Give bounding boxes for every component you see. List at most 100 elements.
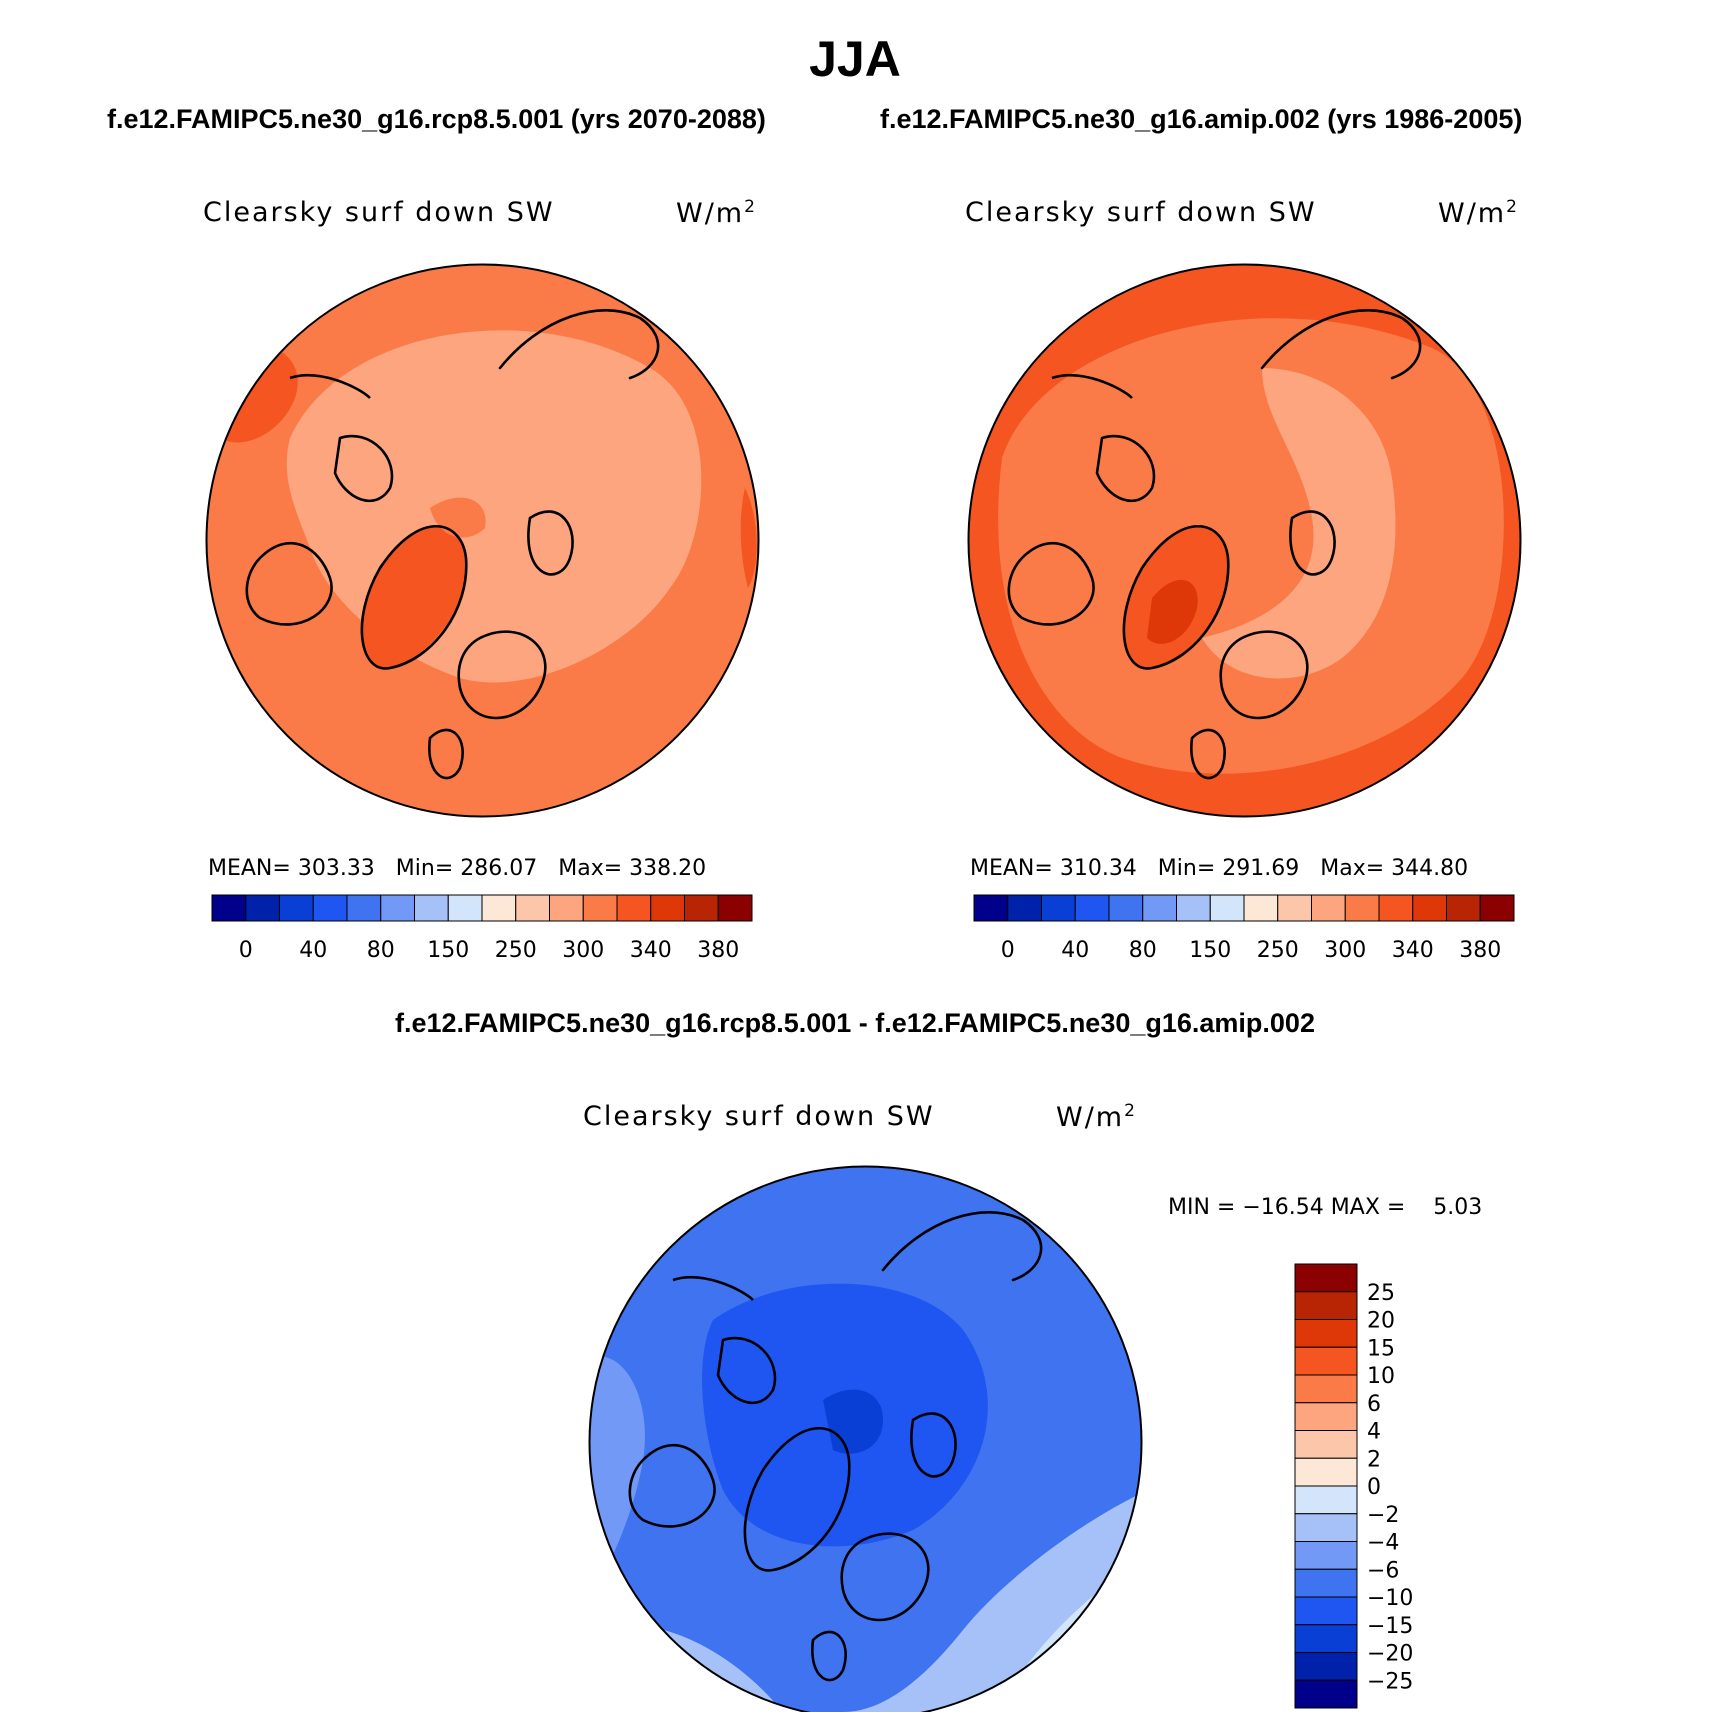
diff-units-label: W/m2 bbox=[1056, 1101, 1137, 1133]
panel-b-colorbar-swatch bbox=[1378, 894, 1414, 922]
diff-colorbar-tick-label: 25 bbox=[1367, 1281, 1395, 1306]
panel-b-colorbar-swatch bbox=[1108, 894, 1144, 922]
panel-a-colorbar-swatch bbox=[279, 894, 314, 922]
diff-colorbar-tick-label: 4 bbox=[1367, 1420, 1381, 1445]
panel-a-colorbar-swatch bbox=[346, 894, 382, 922]
panel-a-mean-value: 303.33 bbox=[297, 856, 375, 881]
panel-b-colorbar-swatch bbox=[1176, 894, 1211, 922]
diff-coast-britain bbox=[811, 1630, 847, 1682]
panel-a-colorbar-swatch bbox=[211, 894, 247, 922]
panel-a-units-base: W/m bbox=[676, 198, 745, 229]
panel-b-case-title: f.e12.FAMIPC5.ne30_g16.amip.002 (yrs 198… bbox=[880, 104, 1523, 134]
diff-colorbar-tick-label: 15 bbox=[1367, 1336, 1395, 1361]
panel-b-max-value: 344.80 bbox=[1391, 856, 1469, 881]
panel-a-colorbar-swatch bbox=[515, 894, 550, 922]
panel-a-colorbar-tick-label: 250 bbox=[495, 938, 537, 963]
diff-colorbar-tick-label: 2 bbox=[1367, 1447, 1381, 1472]
panel-b-coast-chukotka bbox=[1051, 373, 1133, 399]
panel-b-field-eurasia bbox=[1202, 368, 1396, 679]
difference-title: f.e12.FAMIPC5.ne30_g16.rcp8.5.001 - f.e1… bbox=[395, 1008, 1315, 1038]
diff-units-exponent: 2 bbox=[1124, 1101, 1137, 1121]
diff-max-value: 5.03 bbox=[1433, 1195, 1483, 1220]
panel-a-coast-archipelago bbox=[333, 434, 394, 503]
diff-coast-chukotka bbox=[672, 1275, 754, 1301]
panel-b-coast-britain bbox=[1190, 728, 1226, 780]
panel-b-colorbar-tick-label: 300 bbox=[1324, 938, 1366, 963]
diff-min-value: −16.54 bbox=[1242, 1195, 1324, 1220]
panel-a-case-title: f.e12.FAMIPC5.ne30_g16.rcp8.5.001 (yrs 2… bbox=[107, 104, 766, 134]
panel-a-colorbar-tick-label: 340 bbox=[630, 938, 672, 963]
diff-colorbar-tick-label: −15 bbox=[1367, 1614, 1413, 1639]
panel-a-field-greenland bbox=[361, 525, 466, 669]
panel-b-colorbar-tick-label: 380 bbox=[1459, 938, 1501, 963]
diff-colorbar-swatch bbox=[1294, 1346, 1358, 1376]
panel-b-colorbar-tick-label: 340 bbox=[1392, 938, 1434, 963]
panel-b-colorbar-tick-label: 150 bbox=[1189, 938, 1231, 963]
diff-colorbar-swatch bbox=[1294, 1457, 1358, 1487]
panel-b-colorbar-swatch bbox=[1074, 894, 1110, 922]
panel-b-colorbar-tick-label: 80 bbox=[1129, 938, 1157, 963]
panel-b-variable-label: Clearsky surf down SW bbox=[965, 197, 1317, 228]
panel-b-coast-greenland bbox=[1122, 525, 1230, 670]
diff-colorbar-swatch bbox=[1294, 1402, 1358, 1431]
panel-b-colorbar-swatch bbox=[1277, 894, 1312, 922]
panel-b-colorbar-tick-label: 0 bbox=[1001, 938, 1015, 963]
panel-a-units-label: W/m2 bbox=[676, 197, 757, 229]
panel-a-colorbar-swatch bbox=[380, 894, 415, 922]
diff-colorbar-swatch bbox=[1294, 1319, 1358, 1348]
diff-map-border bbox=[588, 1165, 1143, 1712]
diff-variable-label: Clearsky surf down SW bbox=[583, 1101, 935, 1132]
panel-b-units-exponent: 2 bbox=[1506, 197, 1519, 217]
panel-a-colorbar-swatch bbox=[616, 894, 652, 922]
panel-a-map-border bbox=[205, 263, 760, 818]
panel-b-colorbar-tick-label: 250 bbox=[1257, 938, 1299, 963]
panel-a-coast-island bbox=[527, 510, 574, 576]
diff-colorbar-swatch bbox=[1294, 1596, 1358, 1626]
diff-colorbar-swatch bbox=[1294, 1513, 1358, 1542]
diff-coast-siberia bbox=[881, 1211, 1043, 1282]
diff-colorbar-swatch bbox=[1294, 1541, 1358, 1570]
diff-colorbar-swatch bbox=[1294, 1679, 1358, 1709]
panel-b-map-border bbox=[967, 263, 1522, 818]
panel-a-min-value: 286.07 bbox=[460, 856, 538, 881]
panel-b-max-label: Max= bbox=[1320, 856, 1385, 881]
panel-a-colorbar-swatch bbox=[245, 894, 280, 922]
panel-b-colorbar-swatch bbox=[973, 894, 1009, 922]
panel-a-units-exponent: 2 bbox=[744, 197, 757, 217]
panel-a-map bbox=[205, 263, 760, 818]
panel-a-stats: MEAN= 303.33 Min= 286.07 Max= 338.20 bbox=[208, 856, 706, 881]
diff-colorbar-tick-label: 6 bbox=[1367, 1392, 1381, 1417]
panel-b-coast-archipelago bbox=[1095, 434, 1156, 503]
panel-b-colorbar-swatch bbox=[1209, 894, 1245, 922]
panel-b-colorbar-swatch bbox=[1479, 894, 1515, 922]
diff-colorbar-tick-label: −25 bbox=[1367, 1669, 1413, 1694]
figure-title: JJA bbox=[809, 31, 901, 87]
panel-a-min-label: Min= bbox=[395, 856, 454, 881]
diff-colorbar-tick-label: 0 bbox=[1367, 1475, 1381, 1500]
panel-b-colorbar-swatch bbox=[1041, 894, 1076, 922]
panel-b-colorbar-swatch bbox=[1412, 894, 1447, 922]
diff-colorbar-swatch bbox=[1294, 1652, 1358, 1681]
panel-a-colorbar-swatch bbox=[549, 894, 584, 922]
diff-field-arctic-min bbox=[823, 1389, 883, 1454]
panel-b-min-value: 291.69 bbox=[1222, 856, 1300, 881]
diff-coast-archipelago bbox=[716, 1336, 777, 1405]
panel-b-coast-siberia bbox=[1260, 309, 1422, 380]
panel-a-colorbar-swatch bbox=[582, 894, 618, 922]
panel-b-colorbar-swatch bbox=[1446, 894, 1481, 922]
panel-a-colorbar-swatch bbox=[414, 894, 449, 922]
panel-a-colorbar-tick-label: 380 bbox=[697, 938, 739, 963]
panel-a-coast-chukotka bbox=[289, 373, 371, 399]
diff-colorbar-swatch bbox=[1294, 1263, 1358, 1293]
panel-a-mean-label: MEAN= bbox=[208, 856, 291, 881]
panel-a-colorbar: 0 40 80 150 250 300 340 380 bbox=[211, 894, 753, 963]
diff-colorbar-tick-label: 10 bbox=[1367, 1364, 1395, 1389]
diff-min-label: MIN = bbox=[1168, 1195, 1236, 1220]
diff-colorbar-tick-label: −6 bbox=[1367, 1558, 1399, 1583]
panel-b-colorbar-swatch bbox=[1007, 894, 1042, 922]
panel-a-colorbar-tick-label: 0 bbox=[239, 938, 253, 963]
panel-b-coast-alaska bbox=[1007, 541, 1095, 626]
diff-colorbar-tick-label: 20 bbox=[1367, 1309, 1395, 1334]
diff-coast-greenland bbox=[743, 1427, 851, 1572]
diff-coast-alaska bbox=[628, 1443, 716, 1528]
